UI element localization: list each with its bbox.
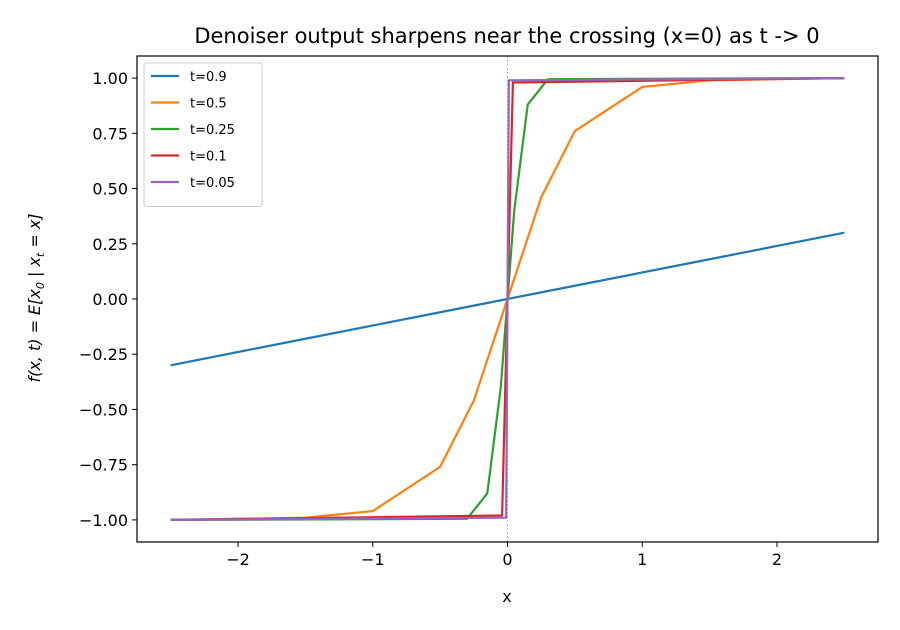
legend-entry: t=0.5: [151, 97, 227, 112]
chart-title: Denoiser output sharpens near the crossi…: [194, 24, 819, 48]
y-axis-label: f(x, t) = E[x0 | xt = x]: [25, 213, 47, 382]
x-tick-label: 2: [772, 550, 782, 569]
y-tick-label: 0.75: [92, 124, 128, 143]
legend-entry: t=0.9: [151, 70, 227, 85]
y-label-part: | x: [25, 257, 44, 283]
y-tick-label: −1.00: [79, 511, 128, 530]
y-label-part: = x]: [25, 213, 44, 252]
legend-label: t=0.05: [190, 176, 235, 191]
legend-box: [143, 62, 263, 207]
x-tick-label: −1: [361, 550, 385, 569]
y-tick-label: −0.75: [79, 456, 128, 475]
x-axis-label: x: [502, 587, 511, 606]
legend: t=0.9 t=0.5 t=0.25 t=0.1 t=0.05: [143, 62, 263, 207]
y-label-subscript: t: [34, 252, 47, 257]
y-tick-label: 0.50: [92, 180, 128, 199]
x-tick-label: 0: [502, 550, 512, 569]
y-tick-label: −0.50: [79, 400, 128, 419]
legend-label: t=0.9: [190, 70, 227, 85]
series-line-t-0-05: [170, 76, 845, 522]
x-tick-label: 1: [637, 550, 647, 569]
legend-entry: t=0.25: [151, 123, 235, 138]
y-label-subscript: 0: [34, 282, 47, 289]
y-label-part: f(x, t) = E[x: [25, 289, 44, 383]
y-tick-label: 0.00: [92, 290, 128, 309]
plot-area: −2 −1 0 1 2 −1.00 −0.75 −0.50 −0.25 0.00 0.25 0.50 0…: [79, 55, 879, 569]
legend-label: t=0.1: [190, 150, 227, 165]
legend-label: t=0.5: [190, 97, 227, 112]
legend-entry: t=0.1: [151, 150, 227, 165]
legend-label: t=0.25: [190, 123, 235, 138]
legend-entry: t=0.05: [151, 176, 235, 191]
y-tick-label: −0.25: [79, 345, 128, 364]
y-tick-label: 1.00: [92, 69, 128, 88]
x-tick-label: −2: [226, 550, 250, 569]
y-tick-label: 0.25: [92, 235, 128, 254]
